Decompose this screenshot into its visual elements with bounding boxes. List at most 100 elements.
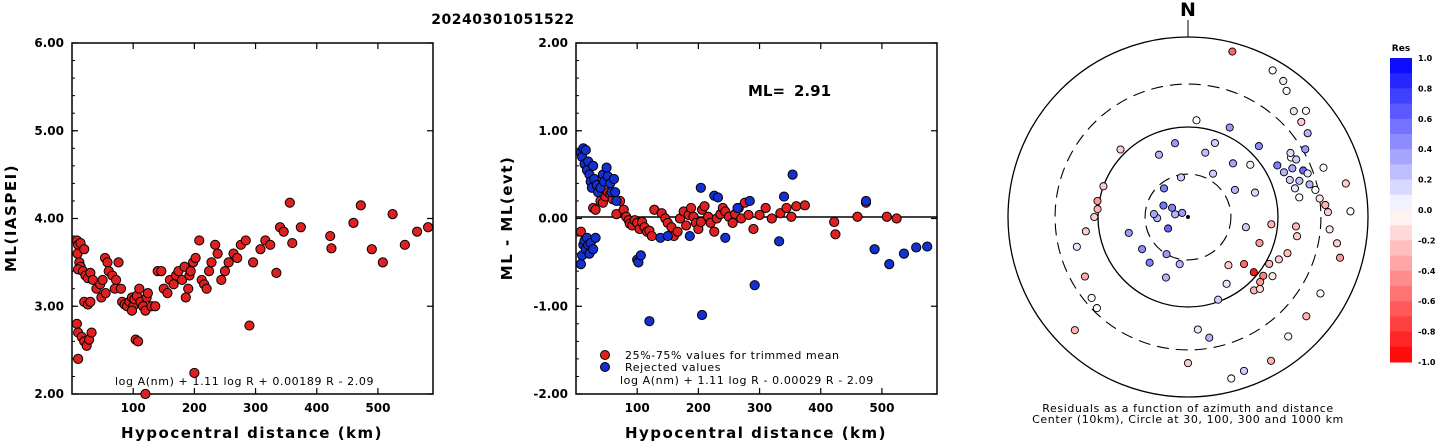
- station-residual-point: [1178, 208, 1187, 217]
- station-residual-point: [1210, 138, 1219, 148]
- station-residual-point: [1208, 169, 1218, 178]
- station-residual-point: [1305, 180, 1314, 189]
- station-residual-point: [1087, 293, 1096, 302]
- station-residual-point: [1176, 173, 1186, 182]
- station-residual-point: [1093, 196, 1102, 206]
- colorbar-tick-label: -0.4: [1418, 267, 1436, 276]
- station-residual-point: [1293, 232, 1302, 241]
- data-point: [685, 202, 697, 214]
- colorbar-cell: [1390, 255, 1412, 272]
- data-point: [590, 204, 601, 215]
- rejected-data-point: [588, 244, 599, 255]
- x-tick-label: 300: [747, 401, 772, 415]
- data-point: [799, 200, 810, 211]
- data-point: [97, 274, 108, 286]
- y-tick-label: 0.00: [538, 212, 568, 226]
- data-point: [240, 235, 251, 246]
- legend-marker-trimmed: [600, 350, 610, 360]
- colorbar-cell: [1390, 301, 1412, 317]
- station-residual-point: [1273, 161, 1282, 170]
- data-point: [743, 209, 754, 221]
- data-point: [786, 211, 797, 222]
- ml-value: 2.91: [794, 82, 831, 100]
- polar-caption-line2: Center (10km), Circle at 30, 100, 300 an…: [1032, 413, 1344, 426]
- station-residual-point: [1285, 175, 1294, 184]
- data-point: [575, 226, 586, 237]
- station-residual-point: [1149, 209, 1158, 219]
- station-residual-point: [1292, 155, 1301, 164]
- y-tick-label: 5.00: [34, 124, 64, 138]
- data-point: [852, 211, 863, 222]
- data-point: [748, 223, 759, 235]
- station-residual-point: [1092, 304, 1101, 313]
- distance-ring-30km: [1144, 173, 1232, 261]
- plot1-y-axis-label: ML(IASPEI): [2, 164, 20, 272]
- y-tick-label: 2.00: [538, 36, 568, 50]
- station-residual-point: [1090, 212, 1099, 222]
- x-tick-label: 400: [304, 401, 329, 415]
- legend-marker-rejected: [600, 362, 610, 372]
- station-residual-point: [1335, 253, 1345, 262]
- data-point: [781, 202, 792, 214]
- ml-label: ML=: [748, 82, 785, 100]
- data-point: [180, 292, 191, 303]
- colorbar-tick-label: -0.2: [1418, 236, 1436, 245]
- station-residual-point: [1072, 242, 1081, 251]
- station-residual-point: [1241, 223, 1250, 232]
- rejected-data-point: [744, 195, 755, 207]
- data-point: [140, 388, 151, 400]
- colorbar-tick-label: 0.8: [1418, 84, 1433, 93]
- x-tick-label: 200: [182, 401, 207, 415]
- data-point: [287, 237, 298, 249]
- station-residual-point: [1268, 66, 1277, 75]
- legend-label-rejected: Rejected values: [625, 361, 721, 374]
- rejected-data-point: [898, 248, 910, 259]
- data-point: [672, 226, 683, 237]
- station-residual-point: [1291, 222, 1301, 231]
- station-residual-point: [1225, 123, 1234, 132]
- x-tick-label: 500: [869, 401, 894, 415]
- station-residual-point: [1254, 142, 1263, 151]
- rejected-data-point: [635, 250, 646, 261]
- data-point: [271, 267, 282, 279]
- station-residual-point: [1289, 107, 1298, 116]
- colorbar-cell: [1390, 88, 1412, 105]
- station-residual-point: [1138, 245, 1147, 254]
- distance-ring-300km: [1054, 83, 1322, 351]
- data-point: [248, 257, 259, 268]
- data-point: [85, 296, 96, 307]
- colorbar-tick-label: 0.6: [1418, 115, 1433, 124]
- station-residual-point: [1319, 163, 1328, 172]
- rejected-data-point: [684, 230, 695, 242]
- station-residual-point: [1301, 145, 1310, 154]
- data-point: [100, 287, 111, 299]
- data-point: [142, 287, 153, 299]
- y-tick-label: 2.00: [34, 387, 64, 401]
- x-tick-label: 300: [243, 401, 268, 415]
- station-residual-point: [1288, 164, 1297, 173]
- data-point: [754, 209, 765, 221]
- data-point: [387, 209, 398, 220]
- x-tick-label: 400: [808, 401, 833, 415]
- data-point: [156, 266, 167, 277]
- y-tick-label: -2.00: [533, 387, 568, 401]
- data-point: [206, 257, 217, 268]
- rejected-data-point: [662, 230, 673, 242]
- data-point: [185, 266, 196, 277]
- station-residual-point: [1250, 188, 1260, 197]
- station-residual-point: [1093, 205, 1102, 214]
- station-residual-point: [1311, 185, 1320, 194]
- data-point: [87, 274, 98, 286]
- station-residual-point: [1227, 374, 1236, 383]
- colorbar-cell: [1390, 149, 1412, 165]
- station-residual-point: [1159, 201, 1168, 210]
- station-residual-point: [1302, 312, 1311, 321]
- rejected-data-point: [787, 169, 798, 180]
- station-residual-point: [1256, 277, 1265, 287]
- colorbar-tick-label: -0.6: [1418, 297, 1436, 306]
- rejected-data-point: [869, 244, 880, 255]
- data-point: [278, 226, 289, 237]
- data-point: [189, 367, 200, 379]
- station-residual-point: [1171, 210, 1180, 219]
- x-tick-label: 200: [686, 401, 711, 415]
